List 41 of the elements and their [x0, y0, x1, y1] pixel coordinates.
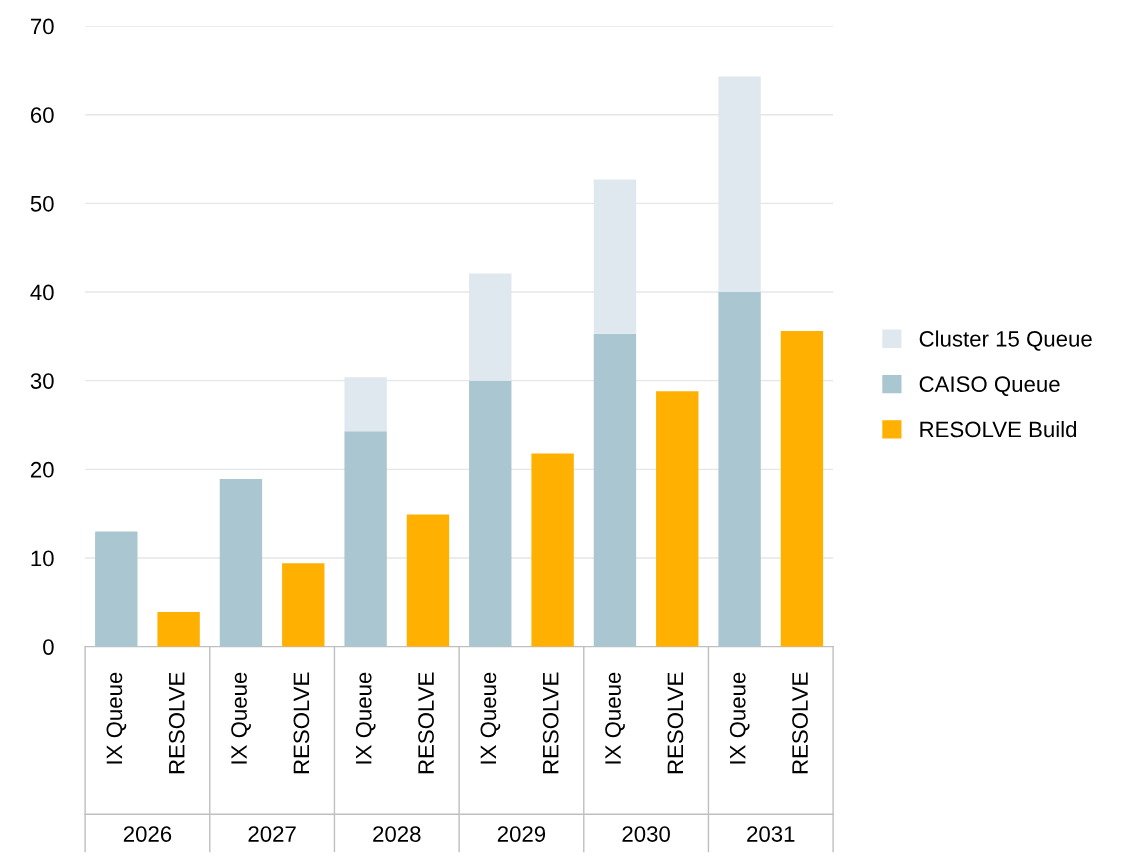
- bar: [344, 431, 387, 647]
- y-tick-label: 70: [30, 18, 54, 35]
- x-tick-label: IX Queue: [480, 672, 501, 764]
- legend-label: RESOLVE Build: [920, 420, 1077, 438]
- y-tick-label: 0: [43, 639, 54, 655]
- x-tick-label: IX Queue: [729, 672, 750, 764]
- bar: [95, 531, 138, 647]
- bar: [780, 331, 824, 647]
- y-tick-label: 20: [30, 461, 54, 478]
- x-tick-label: RESOLVE: [542, 672, 559, 774]
- text: 2027: [248, 826, 296, 842]
- x-tick-label: RESOLVE: [667, 672, 684, 774]
- legend-label: Cluster 15 Queue: [919, 330, 1092, 351]
- x-tick-label: RESOLVE: [293, 672, 310, 774]
- bar: [282, 563, 325, 647]
- x-tick-label: RESOLVE: [168, 672, 185, 774]
- y-tick-label: 50: [30, 195, 54, 212]
- y-tick-label: 30: [30, 373, 54, 389]
- bar: [593, 333, 637, 647]
- bar: [406, 514, 450, 647]
- bar: [157, 612, 200, 647]
- text: 2026: [123, 826, 172, 842]
- bar: [469, 380, 512, 647]
- x-tick-label: RESOLVE: [792, 672, 808, 774]
- bar: [718, 292, 761, 647]
- x-tick-label: RESOLVE: [418, 672, 434, 774]
- bar: [219, 479, 263, 647]
- x-tick-label: IX Queue: [355, 672, 376, 764]
- y-tick-label: 40: [30, 284, 54, 301]
- x-tick-label: IX Queue: [231, 672, 251, 764]
- x-tick-label: IX Queue: [106, 672, 127, 764]
- y-tick-label: 60: [30, 107, 54, 123]
- y-tick-label: 10: [31, 550, 54, 567]
- legend-label: CAISO Queue: [919, 376, 1060, 396]
- text: 2029: [497, 826, 546, 842]
- text: 2030: [622, 826, 670, 842]
- bar: [656, 391, 699, 647]
- bar: [531, 453, 574, 647]
- x-tick-label: IX Queue: [605, 672, 625, 764]
- text: 2031: [747, 826, 795, 842]
- text: 2028: [373, 826, 421, 842]
